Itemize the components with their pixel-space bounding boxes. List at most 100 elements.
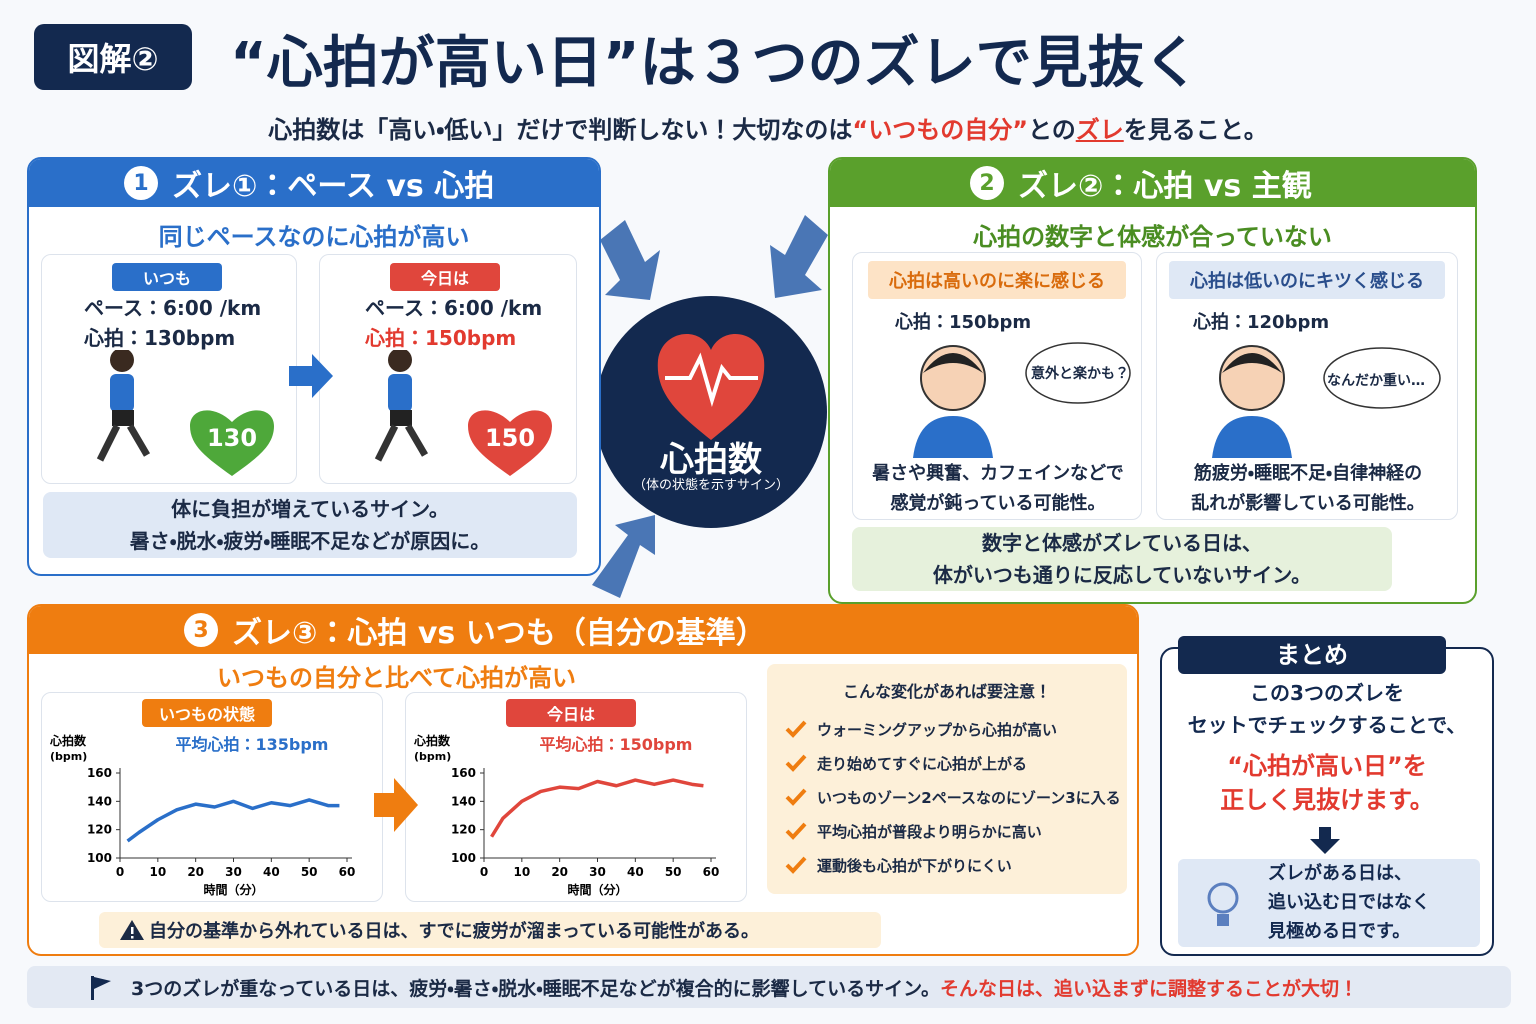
text: こんな変化があれば要注意！ [842,682,1051,701]
text: 暑さ・脱水・疲労・睡眠不足などが原因に。 [129,529,491,553]
x-axis-label: 時間（分） [203,882,263,897]
text: 心拍の数字と体感が合っていない [973,223,1332,251]
decoration: 今日は 心拍数 (bpm) 平均心拍：150bpm 100 120 140 160 0 10 20 3… [405,692,747,902]
text: 2 [970,166,1004,200]
decoration: ウォーミングアップから心拍が高い 走り始めてすぐに心拍が上がる いつものゾーン2ペー… [785,712,1127,882]
check-mark [785,754,807,772]
text: 心拍数は「高い・低い」だけで判断しない！大切なのは [268,116,853,144]
text: 心拍：120bpm [1193,312,1330,333]
decoration: いつも ペース：6:00 /km 心拍：130bpm 130 [41,254,297,484]
title: “心拍が高い日”は３つのズレで見抜く [230,31,1200,96]
text: 3 [184,613,218,647]
text: いつもの自分と比べて心拍が高い [216,664,577,692]
decoration [374,778,418,832]
decoration: 今日は ペース：6:00 /km 心拍：150bpm 150 [319,254,577,484]
decoration [96,410,151,462]
text: 自分の基準から外れている日は、すでに疲労が溜まっている可能性がある。 [149,921,760,942]
x-tick-label: 40 [263,865,280,879]
line [490,778,704,838]
check-icon [785,720,807,738]
decoration [190,410,274,476]
x-tick-label: 10 [149,865,166,879]
y-tick-label: 100 [87,851,112,865]
decoration [404,424,429,457]
footer: 3つのズレが重なっている日は、疲労・暑さ・脱水・睡眠不足などが複合的に影響してい… [27,966,1511,1008]
decoration [110,374,134,412]
decoration [374,410,429,462]
decoration [289,354,333,398]
check-mark [785,822,807,840]
text: 同じペースなのに心拍が高い [158,223,470,251]
line-chart: 心拍数 (bpm) 平均心拍：135bpm 100 120 140 160 0 10 20 30 40… [49,733,355,897]
y-axis-label: (bpm) [414,750,451,763]
decoration: 3 ズレ③：心拍 vs いつも（自分の基準） [29,606,1137,654]
text: 正しく見抜けます。 [1220,786,1434,814]
x-tick-label: 0 [116,865,124,879]
decoration [1310,827,1340,854]
check-item: ウォーミングアップから心拍が高い [785,712,1127,746]
x-tick-label: 50 [301,865,318,879]
text: この3つのズレを [1250,681,1404,705]
subtitle: 心拍数は「高い・低い」だけで判断しない！大切なのは“いつもの自分”とのズレを見る… [0,110,1536,145]
chart-tag: 今日は [506,699,636,727]
text: 心拍：150bpm [365,326,517,350]
check-icon [785,822,807,840]
decoration [96,424,121,462]
card-note: 暑さや興奮、カフェインなどで 感覚が鈍っている可能性。 [853,459,1143,519]
decoration: 2 ズレ②：心拍 vs 主観 [830,159,1475,207]
y-tick-label: 120 [451,823,476,837]
decoration [913,342,1131,458]
decoration [1319,827,1331,839]
decoration [913,416,993,458]
decoration [91,976,111,1000]
check-item: 平均心拍が普段より明らかに高い [785,814,1127,848]
text: 心拍：150bpm [895,312,1032,333]
text: “心拍が高い日”を [1227,752,1427,780]
decoration [1217,914,1229,926]
x-axis-label: 時間（分） [567,882,627,897]
decoration: 心拍は低いのにキツく感じる 心拍：120bpm なんだか重い… 筋疲労・睡眠不足… [1156,252,1458,520]
decoration [770,215,828,298]
decoration [665,352,758,407]
decoration [1310,839,1340,854]
decoration [1222,353,1282,373]
check-text: 運動後も心拍が下がりにくい [817,856,1012,875]
x-tick-label: 10 [513,865,530,879]
decoration [120,920,144,940]
check-mark [785,856,807,874]
decoration [388,374,412,412]
average-label: 平均心拍：135bpm [176,735,329,754]
decoration [374,424,399,462]
heart-label: 150 [485,424,535,452]
y-tick-label: 120 [87,823,112,837]
text: 感覚が鈍っている可能性。 [890,493,1106,514]
decoration: “心拍が高い日”を 正しく見抜けます。 [1162,749,1492,817]
decoration [1207,882,1239,926]
text: ズレがある日は、 [1268,863,1412,884]
decoration [289,354,333,398]
text: 追い込む日ではなく [1268,892,1430,913]
text: との [1027,116,1076,144]
check-text: いつものゾーン2ペースなのにゾーン3に入る [817,788,1121,807]
y-tick-label: 100 [451,851,476,865]
check-item: いつものゾーン2ペースなのにゾーン3に入る [785,780,1127,814]
warning: 自分の基準から外れている日は、すでに疲労が溜まっている可能性がある。 [99,912,881,948]
decoration: 150 [374,350,552,476]
check-item: 運動後も心拍が下がりにくい [785,848,1127,882]
summary: この3つのズレを セットでチェックすることで、 “心拍が高い日”を 正しく見抜けます… [1160,647,1494,956]
text: 今日は [390,263,500,291]
check-icon [785,788,807,806]
x-tick-label: 0 [480,865,488,879]
decoration [1025,342,1131,404]
center-label: 心拍数 [660,440,762,480]
x-tick-label: 50 [665,865,682,879]
line [126,798,340,843]
text: 1 [124,166,158,200]
y-tick-label: 140 [451,794,476,808]
summary-title: まとめ [1178,636,1446,674]
decoration [390,410,412,426]
y-tick-label: 160 [87,766,112,780]
text: なんだか重い… [1327,373,1425,389]
decoration: いつもの状態 心拍数 (bpm) 平均心拍：135bpm 100 120 140 160 0 10… [41,692,383,902]
